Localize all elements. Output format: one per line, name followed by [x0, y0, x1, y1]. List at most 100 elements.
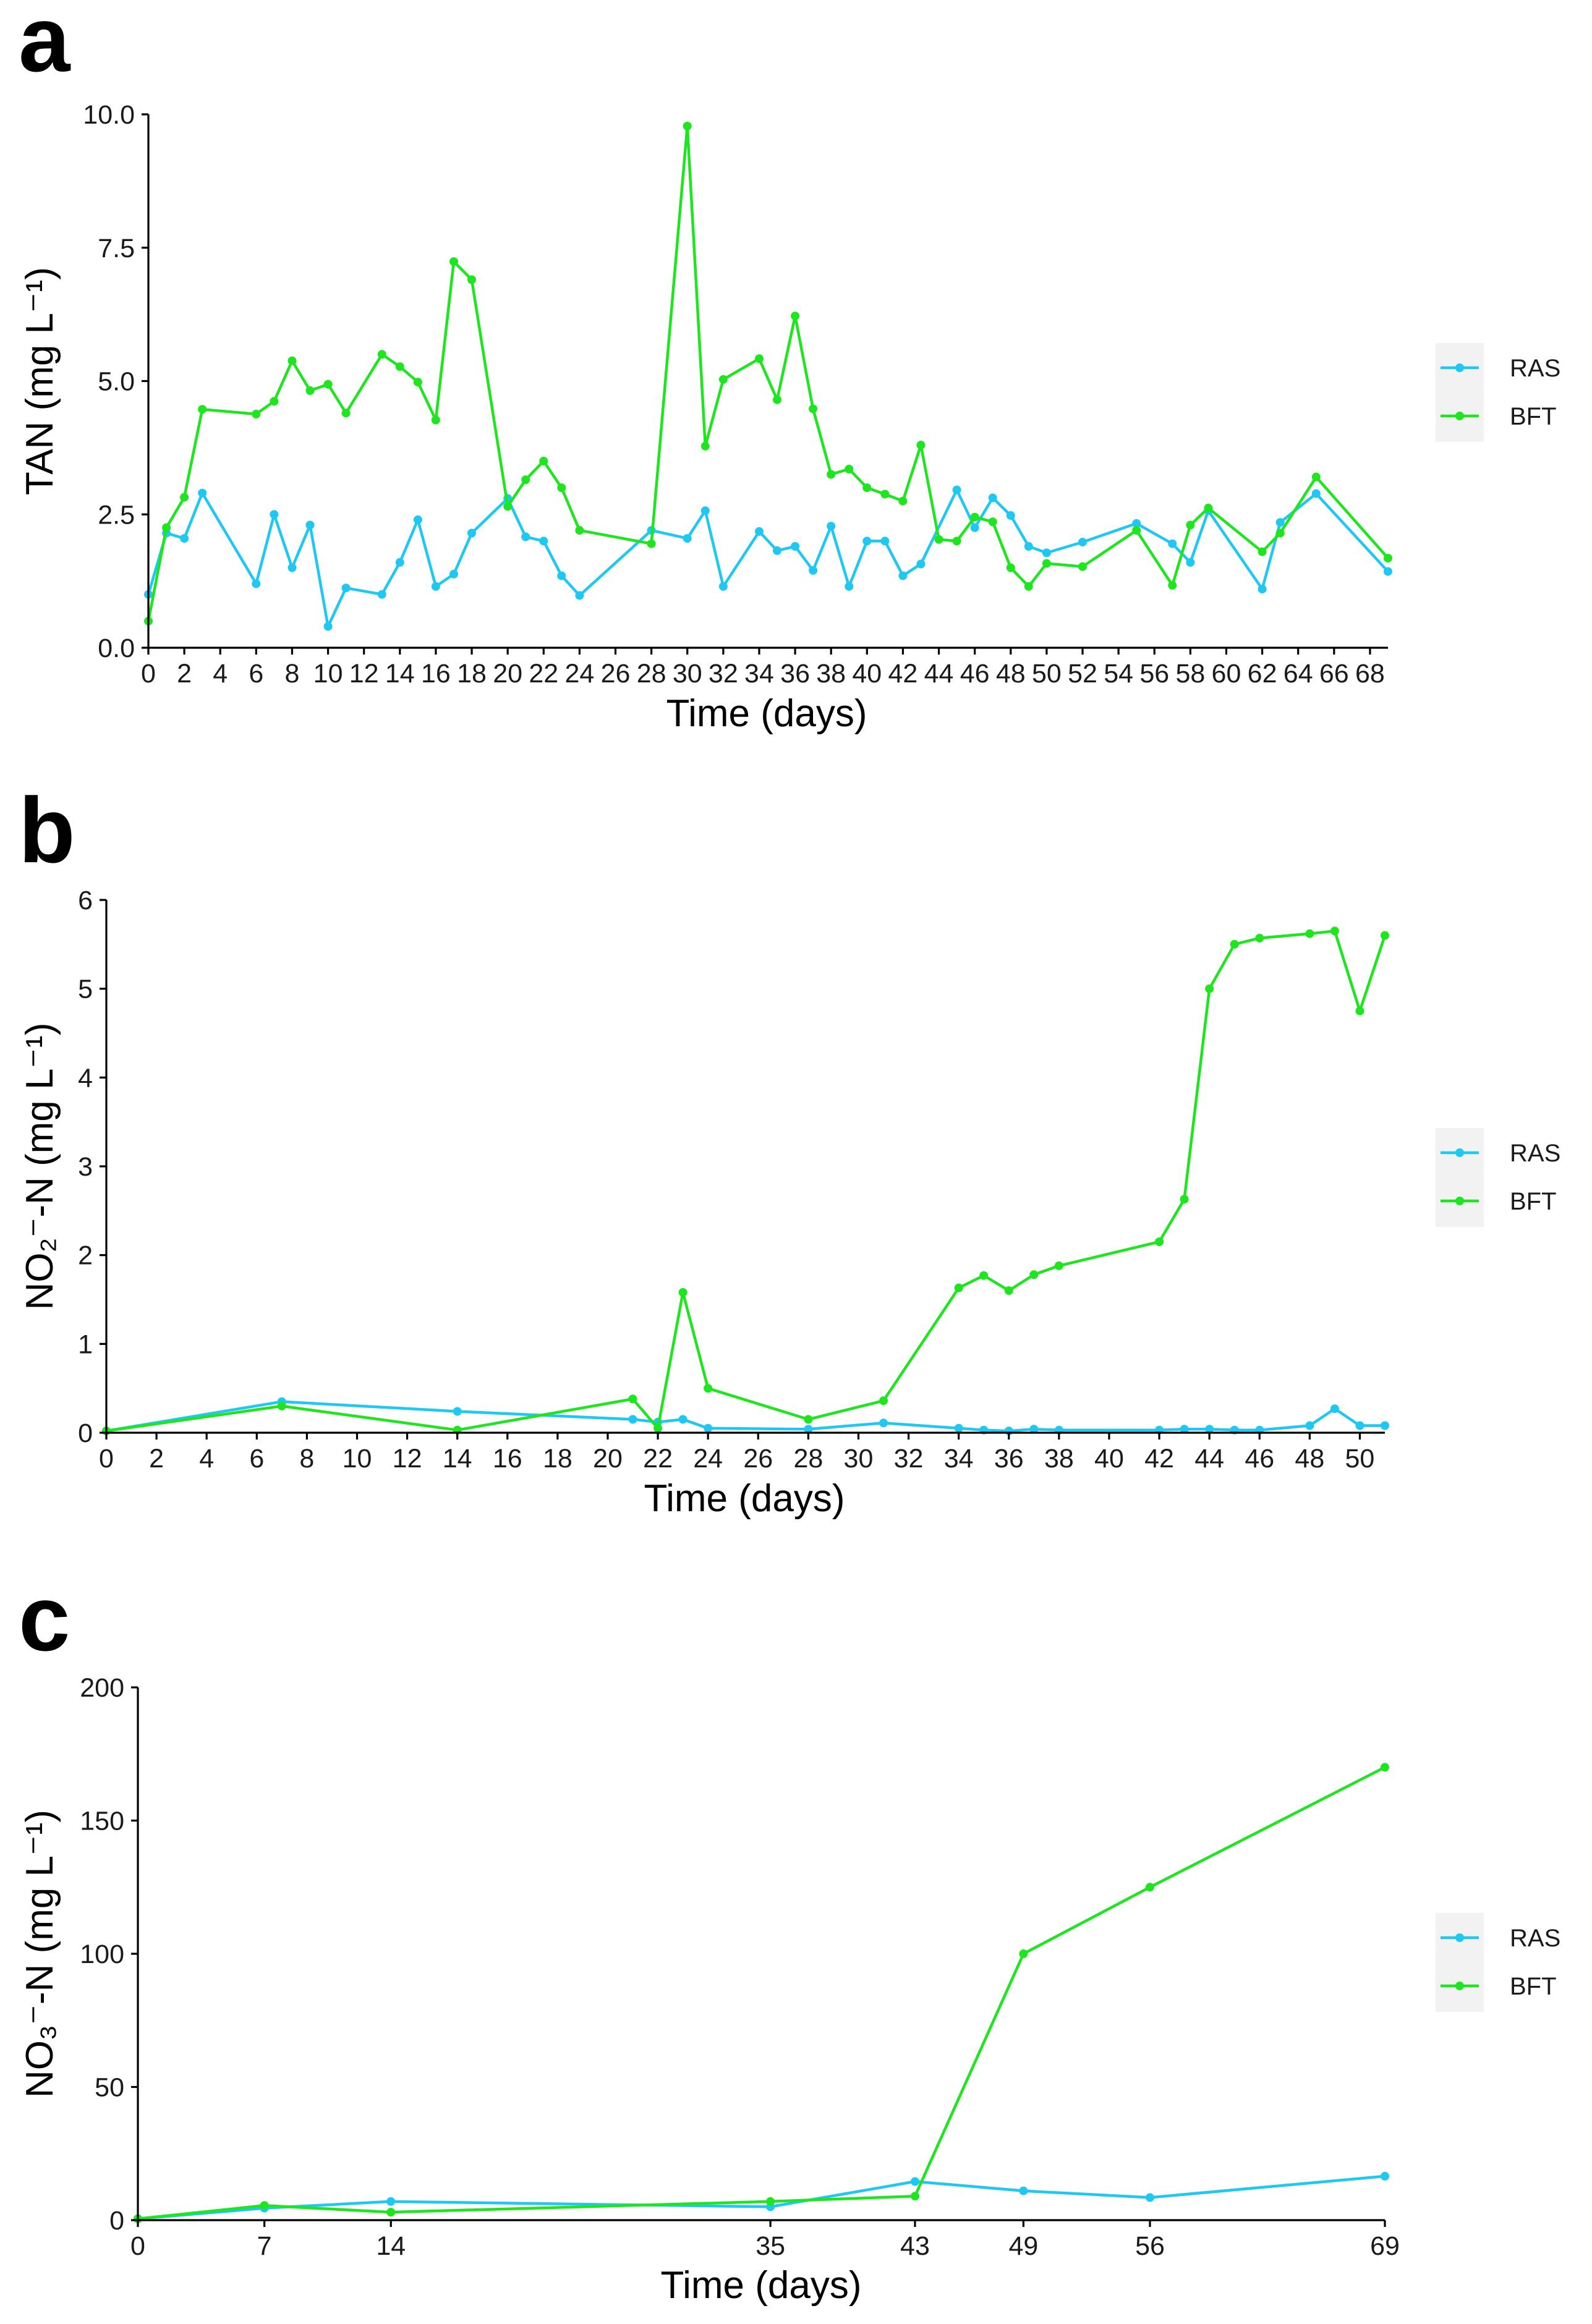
panel-b-x-tick-label: 38: [1044, 1444, 1074, 1474]
panel-a-y-tick-label: 7.5: [98, 234, 135, 263]
panel-a-ras-point: [791, 542, 800, 551]
panel-b-ras-point: [1205, 1425, 1214, 1434]
panel-a-bft-point: [1311, 472, 1321, 481]
panel-a-ras-point: [467, 528, 476, 538]
panel-a-bft-point: [916, 441, 926, 450]
panel-c-x-tick-label: 56: [1135, 2231, 1165, 2261]
panel-b-y-axis-title: NO₂⁻-N (mg L⁻¹): [19, 1023, 61, 1310]
panel-a-bft-point: [377, 350, 386, 359]
panel-b-bft-point: [1230, 939, 1239, 949]
panel-b-bft-point: [979, 1271, 989, 1280]
panel-a-ras-point: [845, 582, 854, 591]
panel-b-bft-point: [804, 1415, 813, 1424]
panel-b-x-tick-label: 42: [1144, 1444, 1174, 1474]
panel-a-x-tick-label: 28: [637, 659, 666, 689]
panel-c-y-tick-label: 150: [80, 1807, 124, 1836]
panel-a-bft-point: [1024, 582, 1033, 591]
panel-a-ras-point: [270, 510, 279, 519]
panel-a-ras-point: [539, 536, 548, 546]
panel-b-y-tick-label: 1: [78, 1330, 93, 1359]
panel-b-ras-point: [1381, 1421, 1389, 1430]
panel-b-bft-point: [653, 1423, 663, 1433]
panel-b-chart: b0 2 4 6 8 10 12 14 16 18 20 22 24 26 28 30 32 34 36 38 40 42…: [19, 778, 1560, 1520]
panel-b-legend-marker-bft: [1455, 1197, 1464, 1205]
panel-a-ras-point: [449, 569, 458, 579]
panel-a-x-tick-label: 2: [177, 659, 192, 689]
panel-a-y-axis-title: TAN (mg L⁻¹): [19, 267, 61, 495]
panel-a-bft-point: [718, 375, 728, 384]
panel-a-x-tick-label: 4: [213, 659, 228, 689]
panel-b-x-axis-title: Time (days): [644, 1477, 845, 1520]
panel-b-x-tick-label: 22: [643, 1444, 673, 1474]
panel-a-bft-point: [557, 483, 566, 493]
panel-b-y-tick-label: 3: [78, 1152, 93, 1182]
panel-a-bft-point: [395, 362, 404, 371]
panel-a-bft-point: [934, 535, 943, 544]
panel-a-bft-point: [862, 483, 872, 493]
panel-b-x-tick-label: 50: [1345, 1444, 1375, 1474]
panel-b-ras-point: [453, 1407, 462, 1416]
panel-a-ras-point: [431, 582, 440, 591]
panel-b-x-tick-label: 8: [299, 1444, 314, 1474]
panel-c-bft-point: [1019, 1949, 1028, 1958]
panel-b-ras-point: [704, 1423, 713, 1433]
panel-a-bft-point: [503, 502, 513, 511]
panel-a-ras-point: [1258, 585, 1267, 594]
panel-c-chart: c 0 7 14 35 43 49 56 69 0 50 100 150 200 Time (days) NO…: [19, 1566, 1560, 2307]
panel-a-bft-point: [970, 512, 979, 522]
panel-a-x-tick-label: 56: [1139, 659, 1169, 689]
panel-b-bft-point: [879, 1396, 888, 1406]
panel-a-ras-point: [341, 583, 351, 593]
panel-a-bft-point: [1042, 559, 1051, 568]
panel-c-letter: c: [19, 1566, 70, 1670]
panel-a-x-tick-label: 18: [457, 659, 487, 689]
panel-c-x-tick-label: 69: [1370, 2231, 1400, 2261]
panel-a-bft-point: [252, 410, 261, 418]
panel-a-ras-point: [413, 515, 422, 524]
panel-a-ras-point: [521, 532, 530, 541]
panel-a-x-tick-label: 12: [349, 659, 379, 689]
panel-c-bft-line: [136, 1766, 1387, 2221]
panel-c-legend-marker-bft: [1455, 1982, 1464, 1990]
panel-a-ras-point: [1186, 558, 1195, 567]
panel-a-bft-point: [413, 378, 422, 387]
panel-a-ras-point: [916, 559, 926, 569]
panel-b-x-tick-label: 14: [443, 1444, 472, 1474]
panel-c-y-tick-label: 50: [95, 2073, 124, 2103]
panel-a-bft-point: [1132, 526, 1141, 535]
panel-a-ras-point: [880, 536, 890, 546]
panel-a-x-tick-label: 16: [421, 659, 451, 689]
panel-b-bft-point: [1180, 1195, 1189, 1204]
panel-a-ras-point: [952, 485, 961, 494]
panel-b-ras-point: [954, 1423, 963, 1433]
panel-a-ras-point: [287, 563, 297, 572]
panel-a-x-tick-label: 60: [1212, 659, 1241, 689]
panel-a-x-tick-label: 50: [1032, 659, 1062, 689]
panel-b-bft-point: [1330, 927, 1339, 936]
panel-a-ras-point: [557, 571, 566, 580]
panel-a-ras-point: [1078, 538, 1087, 547]
panel-a-x-tick-label: 58: [1175, 659, 1205, 689]
panel-b-x-tick-label: 30: [844, 1444, 874, 1474]
panel-c-legend-label-ras: RAS: [1510, 1925, 1560, 1952]
panel-c-ras-point: [1019, 2186, 1028, 2195]
panel-a-y-tick-label: 2.5: [98, 500, 135, 530]
panel-c-legend-marker-ras: [1455, 1933, 1464, 1942]
panel-c-ras-point: [911, 2177, 919, 2186]
panel-b-x-tick-label: 36: [994, 1444, 1024, 1474]
panel-a-ras-point: [700, 506, 710, 515]
panel-b-ras-point: [678, 1415, 687, 1424]
panel-b-bft-point: [704, 1384, 713, 1393]
panel-a-ras-point: [1006, 511, 1015, 520]
panel-a-x-tick-label: 26: [601, 659, 631, 689]
panel-a-bft-point: [449, 257, 458, 266]
panel-b-x-tick-label: 0: [99, 1444, 114, 1474]
panel-b-x-tick-label: 2: [149, 1444, 164, 1474]
panel-a-legend-label-bft: BFT: [1510, 403, 1557, 430]
panel-a-bft-point: [1078, 562, 1087, 571]
panel-a-x-tick-label: 44: [924, 659, 954, 689]
panel-a-ras-point: [1384, 567, 1392, 576]
panel-a-legend-marker-bft: [1455, 412, 1464, 420]
panel-a-ras-point: [898, 571, 908, 580]
